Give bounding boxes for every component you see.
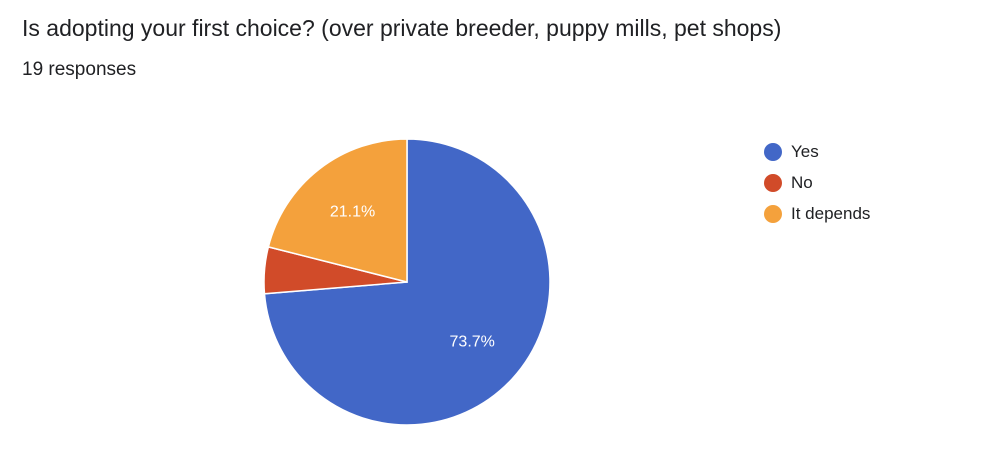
- legend-label-it-depends: It depends: [791, 203, 871, 223]
- slice-label-yes: 73.7%: [450, 333, 495, 350]
- question-title: Is adopting your first choice? (over pri…: [22, 15, 782, 41]
- legend-item-no[interactable]: No: [764, 167, 870, 198]
- legend: Yes No It depends: [764, 136, 870, 229]
- slice-it-depends[interactable]: [267, 138, 408, 283]
- legend-item-it-depends[interactable]: It depends: [764, 198, 870, 229]
- legend-item-yes[interactable]: Yes: [764, 136, 870, 167]
- legend-swatch-no: [764, 173, 782, 192]
- response-count: 19 responses: [22, 59, 137, 80]
- legend-swatch-yes: [764, 142, 782, 161]
- slice-label-it-depends: 21.1%: [330, 203, 375, 220]
- legend-label-yes: Yes: [791, 141, 819, 161]
- legend-swatch-it-depends: [764, 204, 782, 223]
- legend-label-no: No: [791, 172, 813, 192]
